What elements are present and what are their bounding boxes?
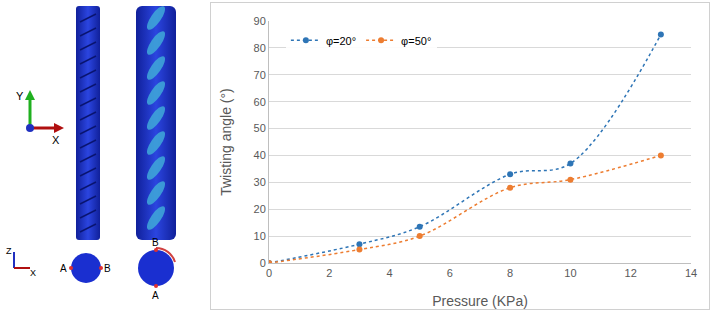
svg-text:φ=50°: φ=50° <box>401 35 431 47</box>
svg-text:10: 10 <box>564 267 576 279</box>
svg-text:2: 2 <box>326 267 332 279</box>
svg-text:10: 10 <box>254 230 266 242</box>
svg-text:φ=20°: φ=20° <box>326 35 356 47</box>
svg-text:X: X <box>52 134 60 146</box>
svg-text:90: 90 <box>254 15 266 27</box>
svg-text:B: B <box>104 263 111 274</box>
svg-text:30: 30 <box>254 176 266 188</box>
svg-text:70: 70 <box>254 69 266 81</box>
svg-text:80: 80 <box>254 42 266 54</box>
svg-text:12: 12 <box>625 267 637 279</box>
svg-text:A: A <box>152 290 159 301</box>
svg-text:Twisting angle (°): Twisting angle (°) <box>218 88 234 196</box>
svg-text:6: 6 <box>447 267 453 279</box>
svg-text:8: 8 <box>507 267 513 279</box>
svg-text:X: X <box>30 268 36 278</box>
svg-text:B: B <box>152 237 159 248</box>
svg-text:4: 4 <box>387 267 393 279</box>
svg-text:0: 0 <box>266 267 272 279</box>
svg-text:20: 20 <box>254 203 266 215</box>
svg-text:60: 60 <box>254 96 266 108</box>
svg-text:50: 50 <box>254 122 266 134</box>
svg-text:0: 0 <box>260 257 266 269</box>
svg-text:40: 40 <box>254 149 266 161</box>
svg-text:Z: Z <box>6 246 12 256</box>
svg-text:14: 14 <box>685 267 697 279</box>
svg-text:A: A <box>60 263 67 274</box>
svg-text:Y: Y <box>16 90 24 102</box>
svg-text:Pressure (KPa): Pressure (KPa) <box>432 293 528 309</box>
